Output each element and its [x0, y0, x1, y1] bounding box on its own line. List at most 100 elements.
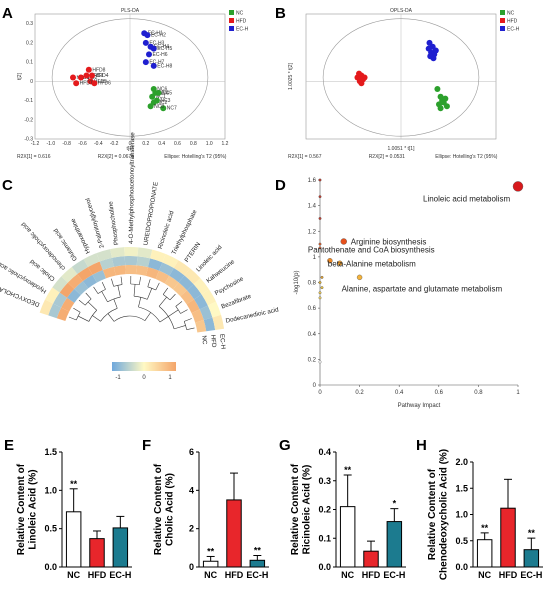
y-axis-label-line1: Relative Content of	[16, 463, 27, 555]
x-tick-label: 1.2	[222, 141, 229, 147]
x-tick-label: 0	[129, 141, 132, 147]
dendrogram-branch	[120, 276, 123, 285]
y-tick-label: 1	[313, 255, 317, 261]
heatmap-cell	[113, 265, 126, 276]
legend-swatch	[229, 10, 234, 15]
point-label: NC8	[154, 104, 164, 110]
dendrogram-branch	[78, 299, 86, 306]
heatmap-cell	[162, 253, 179, 269]
bar	[476, 539, 493, 568]
score-point	[142, 59, 149, 66]
pathway-label: Alanine, aspartate and glutamate metabol…	[342, 284, 503, 293]
heatmap-cell	[56, 307, 70, 321]
legend-swatch	[500, 18, 505, 23]
pathway-point	[320, 275, 324, 279]
heatmap-cell	[135, 265, 149, 276]
significance-mark: **	[344, 465, 352, 475]
dendrogram-branch	[174, 325, 186, 330]
heatmap-cell	[124, 247, 139, 257]
score-point	[150, 45, 157, 52]
point-label: EC-H6	[153, 52, 168, 58]
dendrogram-branch	[84, 298, 92, 306]
x-axis-label: 1.0051 * t[1]	[388, 146, 416, 152]
x-tick-label: -1.0	[47, 141, 56, 147]
y-tick-label: 4	[189, 485, 194, 495]
panel-letter-c: C	[2, 177, 13, 194]
score-point	[89, 72, 95, 79]
opls-da-panel: OPLS-DA 1.0025 * t[2] 1.0051 * t[1] R2X[1] …	[288, 8, 520, 160]
heatmap-cell	[61, 266, 78, 283]
dendrogram-branch	[133, 295, 148, 300]
metabolite-label: Phosphocholine	[107, 200, 120, 245]
heatmap-cell	[88, 261, 103, 275]
pathway-point	[327, 258, 333, 264]
heatmap-cell	[186, 299, 200, 314]
category-label: EC-H	[109, 570, 131, 580]
bar	[500, 507, 516, 568]
y-tick-label: 1.0	[455, 510, 468, 520]
y-axis-label-line1: Relative Content of	[290, 463, 301, 555]
y-tick-label: 0	[313, 383, 317, 389]
heatmap-cell	[191, 309, 204, 323]
score-point	[425, 45, 432, 52]
dendrogram-branch	[168, 309, 179, 317]
y-axis-label-line1: Relative Content of	[427, 468, 438, 560]
y-tick-label: 1.5	[44, 447, 57, 457]
heatmap-cell	[201, 289, 217, 306]
score-point	[160, 105, 167, 112]
bar	[523, 549, 540, 568]
significance-mark: **	[254, 546, 262, 556]
pathway-point	[512, 181, 524, 192]
point-label: EC-H2	[151, 33, 166, 39]
bar	[339, 506, 356, 568]
heatmap-cell	[77, 266, 93, 282]
dendrogram-branch	[97, 289, 106, 294]
dendrogram-branch	[113, 315, 146, 322]
heatmap-cell	[173, 260, 191, 276]
point-label: NC6	[157, 87, 167, 93]
y-tick-label: 0.3	[318, 476, 331, 486]
dendrogram-branch	[77, 315, 89, 322]
heatmap-cell	[61, 297, 75, 312]
heatmap-cell	[74, 281, 89, 296]
pathway-label: Pantothenate and CoA biosynthesis	[308, 246, 435, 255]
y-tick-label: 0.0	[318, 562, 331, 572]
heatmap-cell	[92, 269, 107, 283]
score-point	[434, 86, 441, 92]
dendrogram-branch	[93, 286, 99, 294]
heatmap-cell	[169, 268, 185, 283]
dendrogram-branch	[68, 316, 77, 321]
heatmap-cell	[83, 253, 100, 267]
heatmap-cell	[111, 256, 126, 267]
y-axis-label: 1.0025 * t[2]	[288, 62, 294, 90]
y-tick-label: 0.5	[44, 524, 57, 534]
category-label: NC	[67, 570, 80, 580]
legend-label: HFD	[507, 19, 518, 25]
colorbar-tick: -1	[115, 375, 121, 381]
score-point	[150, 86, 157, 92]
category-label: EC-H	[246, 570, 268, 580]
metabolite-label: Ricinoleic acid	[157, 210, 176, 250]
y-tick-label: 0.2	[318, 505, 331, 515]
y-axis-label-line2: Chenodeoxycholic Acid (%)	[439, 449, 450, 580]
point-label: HFD7	[80, 81, 93, 87]
point-label: HFD3	[90, 73, 103, 79]
y-tick-label: 0.2	[26, 40, 33, 46]
heatmap-cell	[110, 247, 125, 258]
score-point	[77, 74, 84, 81]
pathway-label: beta-Alanine metabolism	[328, 259, 416, 268]
pathway-point	[320, 286, 324, 290]
plot-title: PLS-DA	[121, 8, 140, 14]
heatmap-cell	[96, 249, 112, 262]
legend-label: HFD	[236, 19, 247, 25]
x-tick-label: 0.2	[142, 141, 149, 147]
point-label: NC5	[162, 90, 172, 96]
y-tick-label: 0.0	[455, 562, 468, 572]
colorbar	[112, 362, 176, 371]
score-point	[430, 55, 437, 62]
heatmap-cell	[136, 256, 151, 268]
heatmap-cell	[164, 275, 179, 290]
bar-panel-linoleic: 0.0 0.5 1.0 1.5 Relative Content ofLinoleic …	[16, 447, 132, 580]
heatmap-cell	[184, 268, 201, 285]
y-tick-label: 0	[189, 562, 194, 572]
